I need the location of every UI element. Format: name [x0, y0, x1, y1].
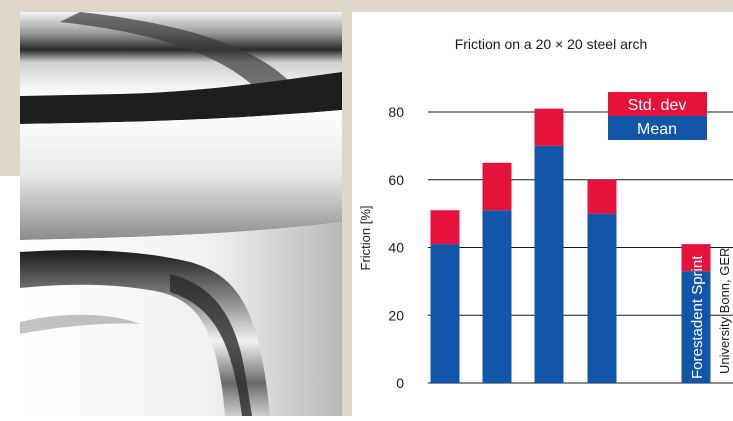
y-tick-labels: 0 20 40 60 80 [388, 104, 404, 391]
chart-title: Friction on a 20 × 20 steel arch [455, 36, 648, 52]
y-axis-label: Friction [%] [358, 205, 373, 270]
background-band-top [0, 0, 733, 12]
legend: Std. dev Mean [608, 92, 707, 140]
bar-std-dev-4 [587, 179, 617, 214]
bar-mean-1 [430, 244, 460, 383]
background-band-left [0, 0, 20, 176]
friction-chart: Friction on a 20 × 20 steel arch 0 20 40 60… [352, 12, 733, 416]
bar-std-dev-6 [681, 244, 711, 272]
bar-label-6: Forestadent Sprint [689, 255, 706, 379]
steel-archwire-photo [20, 12, 342, 416]
y-tick-label: 20 [388, 307, 404, 323]
y-tick-label: 60 [388, 172, 404, 188]
side-note: University Bonn, GER [717, 248, 732, 374]
bars: Forestadent Sprint [430, 108, 711, 383]
y-tick-label: 40 [388, 240, 404, 256]
legend-swatch-mean [608, 116, 707, 140]
chart-svg: Friction on a 20 × 20 steel arch 0 20 40 60… [358, 36, 733, 391]
bar-mean-2 [482, 210, 512, 383]
bar-std-dev-1 [430, 210, 460, 245]
bar-std-dev-2 [482, 162, 512, 211]
bar-std-dev-3 [534, 108, 564, 146]
legend-label-std-dev: Std. dev [628, 97, 687, 114]
legend-swatch-std-dev [608, 92, 707, 116]
legend-label-mean: Mean [637, 121, 677, 138]
y-tick-label: 0 [396, 375, 404, 391]
bar-mean-6 [681, 271, 711, 383]
bar-mean-3 [534, 145, 564, 383]
y-tick-label: 80 [388, 104, 404, 120]
background-band-divider [342, 0, 352, 416]
bar-mean-4 [587, 213, 617, 383]
